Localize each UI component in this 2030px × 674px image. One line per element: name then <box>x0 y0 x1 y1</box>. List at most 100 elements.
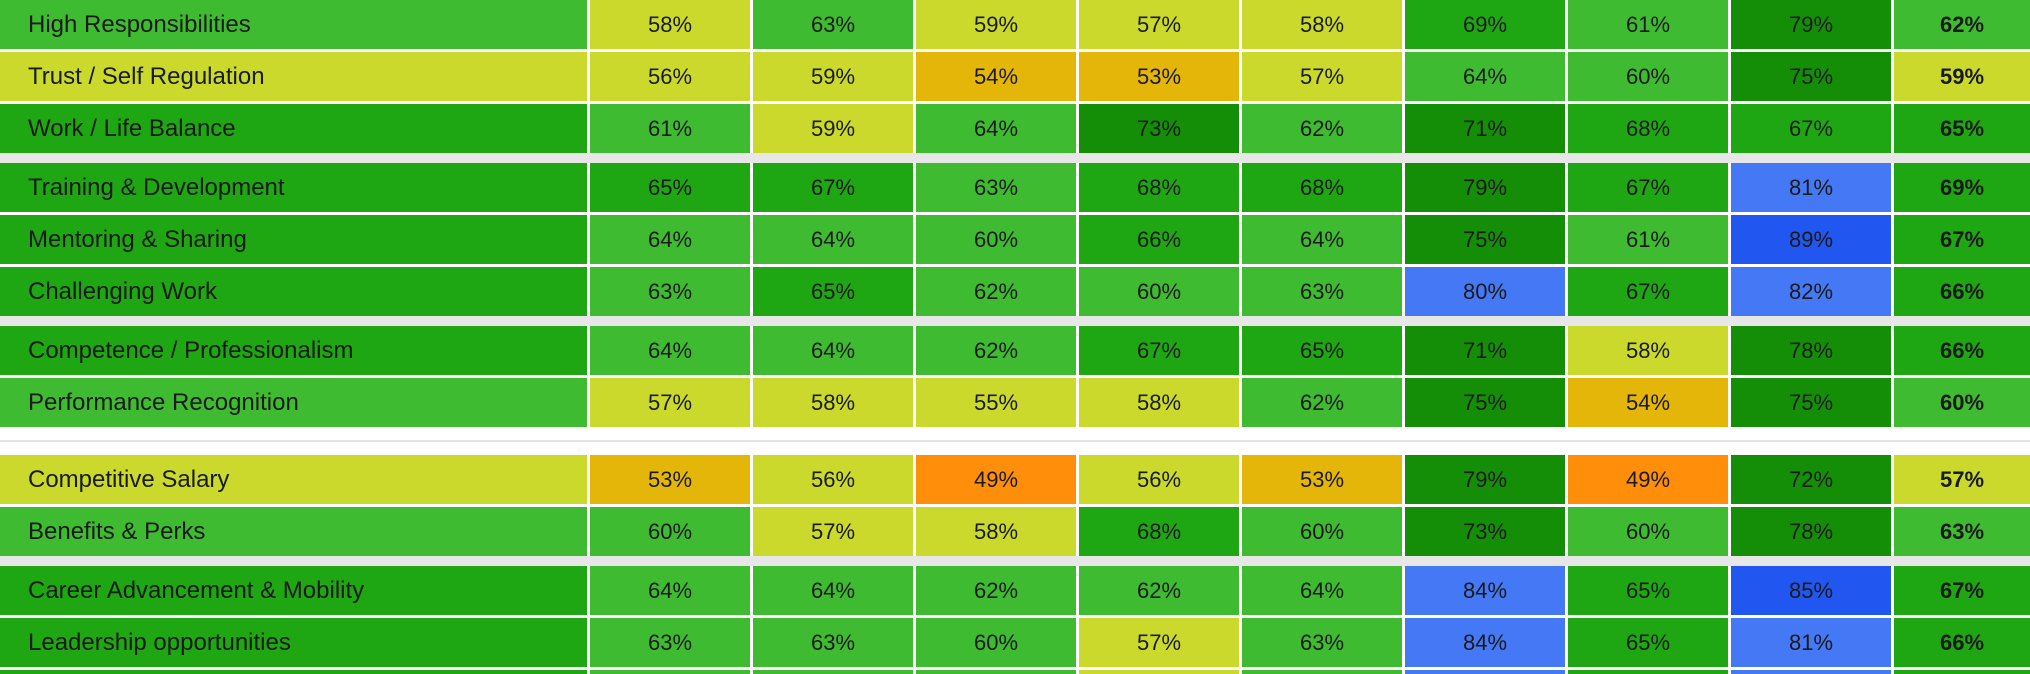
heatmap-cell: 65% <box>1568 618 1731 667</box>
row-label: Competitive Salary <box>0 455 590 504</box>
section-separator <box>0 427 2030 455</box>
heatmap-cell: 53% <box>1242 455 1405 504</box>
heatmap-cell: 58% <box>1079 378 1242 427</box>
heatmap-cell: 67% <box>1568 163 1731 212</box>
heatmap-cell: 75% <box>1731 378 1894 427</box>
heatmap-cell: 58% <box>590 0 753 49</box>
row-label: Career Advancement & Mobility <box>0 566 590 615</box>
heatmap-cell: 82% <box>1731 267 1894 316</box>
heatmap-cell: 79% <box>1731 0 1894 49</box>
heatmap-cell: 67% <box>1731 104 1894 153</box>
heatmap-cell: 63% <box>1242 267 1405 316</box>
heatmap-cell: 56% <box>1079 455 1242 504</box>
heatmap-cell: 60% <box>590 507 753 556</box>
heatmap-cell: 64% <box>590 566 753 615</box>
heatmap-cell: 68% <box>1568 104 1731 153</box>
group-separator <box>0 316 2030 326</box>
heatmap-cell: 64% <box>753 326 916 375</box>
heatmap-cell: 68% <box>1079 507 1242 556</box>
heatmap-cell: 60% <box>1568 507 1731 556</box>
heatmap-cell: 60% <box>1568 52 1731 101</box>
heatmap-cell: 67% <box>1079 326 1242 375</box>
heatmap-cell: 57% <box>1079 0 1242 49</box>
row-label: Benefits & Perks <box>0 507 590 556</box>
table-row: Trust / Self Regulation 56% 59% 54% 53% 57% 64… <box>0 52 2030 101</box>
heatmap-cell: 60% <box>916 215 1079 264</box>
row-separator <box>0 49 2030 52</box>
table-row: Competitive Salary 53% 56% 49% 56% 53% 79% 49% 7… <box>0 455 2030 504</box>
row-label: Leadership opportunities <box>0 618 590 667</box>
heatmap-cell: 62% <box>916 267 1079 316</box>
heatmap-cell: 63% <box>590 618 753 667</box>
heatmap-cell: 61% <box>1568 0 1731 49</box>
heatmap-cell: 63% <box>916 163 1079 212</box>
table-row: Career Advancement & Mobility 64% 64% 62% 62… <box>0 566 2030 615</box>
table-row: High Responsibilities 58% 63% 59% 57% 58% 69% 6… <box>0 0 2030 49</box>
summary-cell: 57% <box>1894 455 2030 504</box>
heatmap-cell: 55% <box>916 378 1079 427</box>
table-row: Leadership opportunities 63% 63% 60% 57% 63% 8… <box>0 618 2030 667</box>
heatmap-cell: 61% <box>590 104 753 153</box>
heatmap-cell: 63% <box>1242 618 1405 667</box>
table-row: Challenging Work 63% 65% 62% 60% 63% 80% 67% 82%… <box>0 267 2030 316</box>
heatmap-cell: 62% <box>916 566 1079 615</box>
summary-cell: 66% <box>1894 326 2030 375</box>
heatmap-cell: 62% <box>1242 378 1405 427</box>
table-row: Training & Development 65% 67% 63% 68% 68% 79%… <box>0 163 2030 212</box>
summary-cell: 62% <box>1894 0 2030 49</box>
heatmap-cell: 79% <box>1405 455 1568 504</box>
summary-cell: 67% <box>1894 215 2030 264</box>
heatmap-cell: 67% <box>753 163 916 212</box>
heatmap-cell: 80% <box>1405 267 1568 316</box>
heatmap-cell: 75% <box>1731 52 1894 101</box>
table-row: Work / Life Balance 61% 59% 64% 73% 62% 71% 68%… <box>0 104 2030 153</box>
table-row: Competence / Professionalism 64% 64% 62% 67%… <box>0 326 2030 375</box>
heatmap-cell: 58% <box>753 378 916 427</box>
group-separator <box>0 556 2030 566</box>
heatmap-cell: 53% <box>1079 52 1242 101</box>
heatmap-cell <box>1731 670 1894 674</box>
heatmap-cell: 73% <box>1405 507 1568 556</box>
heatmap-cell: 71% <box>1405 104 1568 153</box>
heatmap-cell: 64% <box>753 215 916 264</box>
heatmap-cell: 54% <box>1568 378 1731 427</box>
row-label <box>0 670 590 674</box>
row-label: Challenging Work <box>0 267 590 316</box>
heatmap-cell: 57% <box>753 507 916 556</box>
heatmap-cell: 68% <box>1242 163 1405 212</box>
row-label: Trust / Self Regulation <box>0 52 590 101</box>
heatmap-cell: 78% <box>1731 326 1894 375</box>
row-label: High Responsibilities <box>0 0 590 49</box>
heatmap-cell: 73% <box>1079 104 1242 153</box>
heatmap-cell: 81% <box>1731 163 1894 212</box>
heatmap-cell: 57% <box>1079 618 1242 667</box>
heatmap-cell: 64% <box>590 326 753 375</box>
heatmap-cell: 64% <box>916 104 1079 153</box>
heatmap-cell: 79% <box>1405 163 1568 212</box>
summary-cell: 66% <box>1894 618 2030 667</box>
heatmap-cell: 65% <box>1242 326 1405 375</box>
heatmap-cell <box>1242 670 1405 674</box>
heatmap-cell <box>1079 670 1242 674</box>
heatmap-cell: 65% <box>753 267 916 316</box>
heatmap-cell: 64% <box>753 566 916 615</box>
row-separator <box>0 504 2030 507</box>
summary-cell: 65% <box>1894 104 2030 153</box>
heatmap-cell: 75% <box>1405 215 1568 264</box>
heatmap-cell: 54% <box>916 52 1079 101</box>
row-separator <box>0 667 2030 670</box>
heatmap-cell: 72% <box>1731 455 1894 504</box>
summary-cell: 66% <box>1894 267 2030 316</box>
row-separator <box>0 375 2030 378</box>
heatmap-cell: 63% <box>590 267 753 316</box>
table-row: Benefits & Perks 60% 57% 58% 68% 60% 73% 60% 78%… <box>0 507 2030 556</box>
heatmap-cell: 59% <box>753 52 916 101</box>
heatmap-cell: 59% <box>753 104 916 153</box>
heatmap-cell: 63% <box>753 0 916 49</box>
heatmap-cell: 61% <box>1568 215 1731 264</box>
heatmap-cell: 56% <box>753 455 916 504</box>
heatmap-cell: 62% <box>1242 104 1405 153</box>
heatmap-cell: 60% <box>1079 267 1242 316</box>
heatmap-cell: 75% <box>1405 378 1568 427</box>
heatmap-cell: 49% <box>1568 455 1731 504</box>
